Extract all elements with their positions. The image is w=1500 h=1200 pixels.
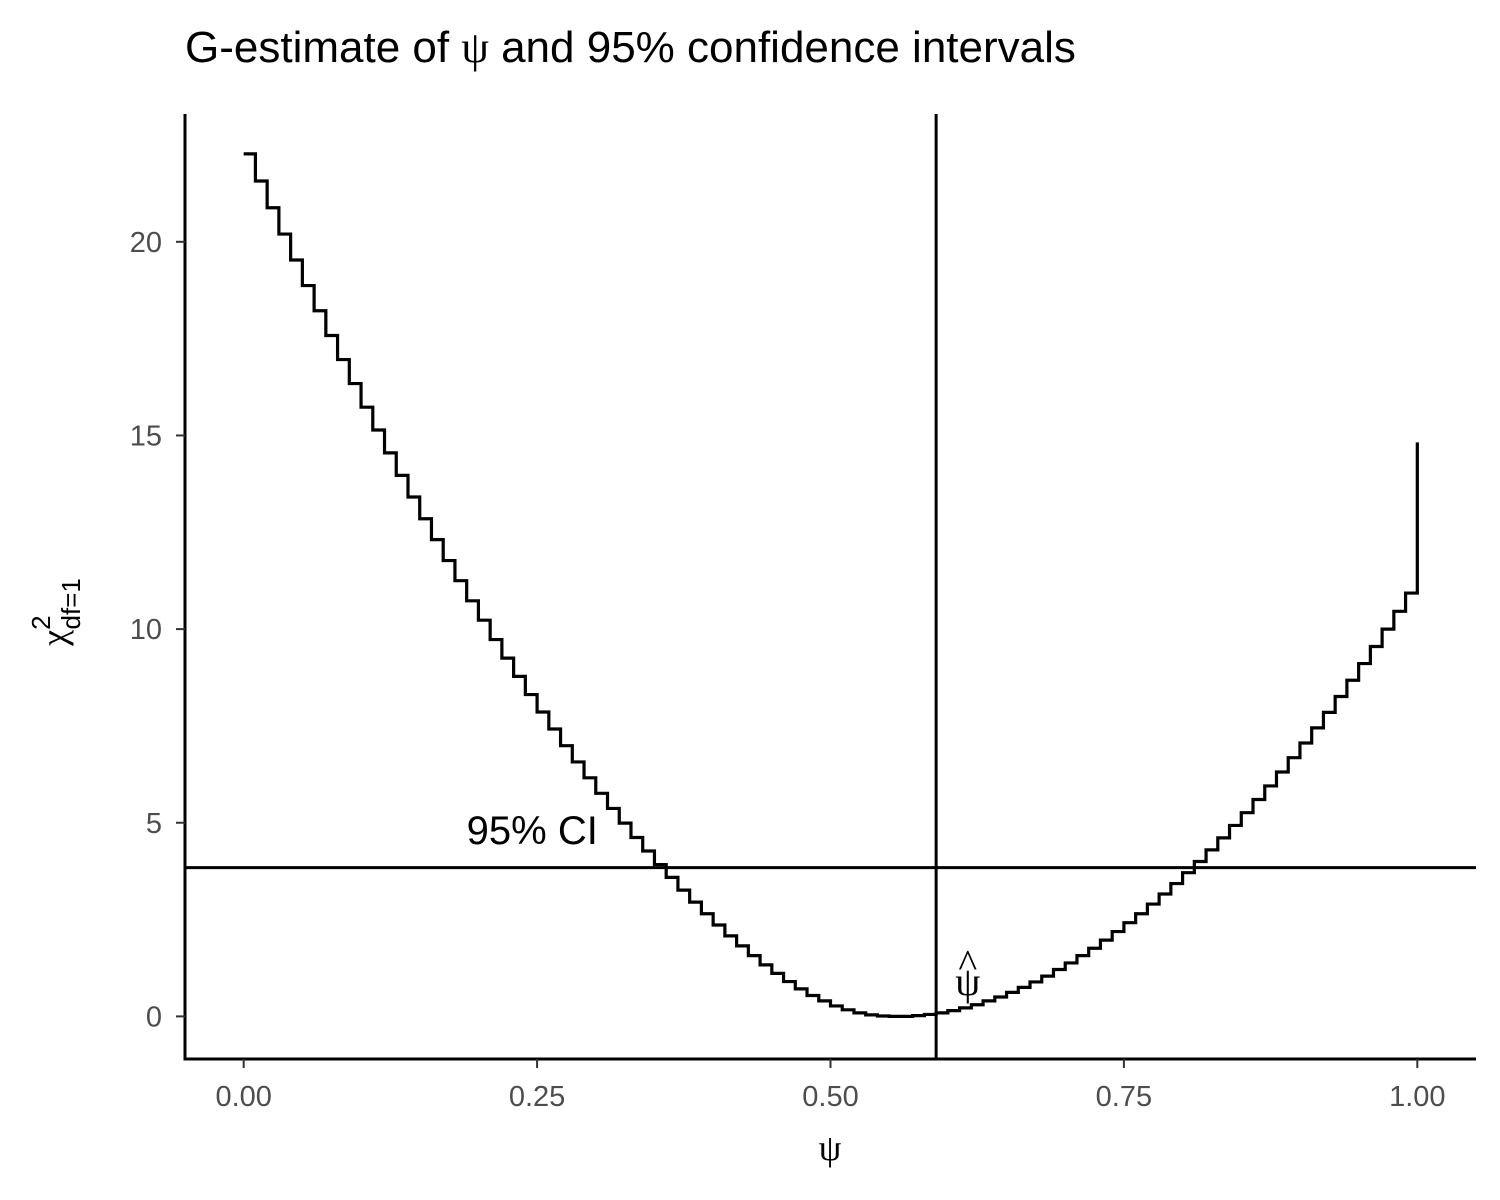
y-tick-label: 0 <box>146 1001 162 1033</box>
chart-title-part-1: G-estimate of <box>185 23 461 72</box>
x-axis-title: ψ <box>819 1128 842 1168</box>
chart-title: G-estimate of ψ and 95% confidence inter… <box>185 23 1076 72</box>
annotation-psi-hat: ψ <box>955 959 980 1004</box>
plot-area: 95% CI ψ^ <box>185 114 1476 1059</box>
x-tick-label: 0.50 <box>802 1081 858 1113</box>
chart-title-part-2: and 95% confidence intervals <box>489 23 1076 72</box>
chart-title-psi: ψ <box>461 23 489 72</box>
annotation-psi-hat-caret: ^ <box>958 941 977 986</box>
y-tick-label: 15 <box>130 420 162 452</box>
x-tick-label: 1.00 <box>1389 1081 1445 1113</box>
y-axis-title-symbol: χ <box>34 630 74 647</box>
y-tick-label: 20 <box>130 227 162 259</box>
y-axis-title: χ2df=1 <box>26 578 86 647</box>
y-tick-label: 10 <box>130 614 162 646</box>
y-axis-title-subscript: df=1 <box>56 578 86 629</box>
chi-square-step-line-1 <box>243 152 1419 1018</box>
x-tick-label: 0.25 <box>509 1081 565 1113</box>
x-tick-label: 0.75 <box>1096 1081 1152 1113</box>
axes: 0.00 0.25 0.50 0.75 1.00 0 5 10 15 20 <box>130 114 1476 1113</box>
y-axis-title-superscript: 2 <box>26 615 56 629</box>
annotation-95-ci: 95% CI <box>467 809 598 853</box>
y-tick-label: 5 <box>146 808 162 840</box>
x-tick-label: 0.00 <box>215 1081 271 1113</box>
